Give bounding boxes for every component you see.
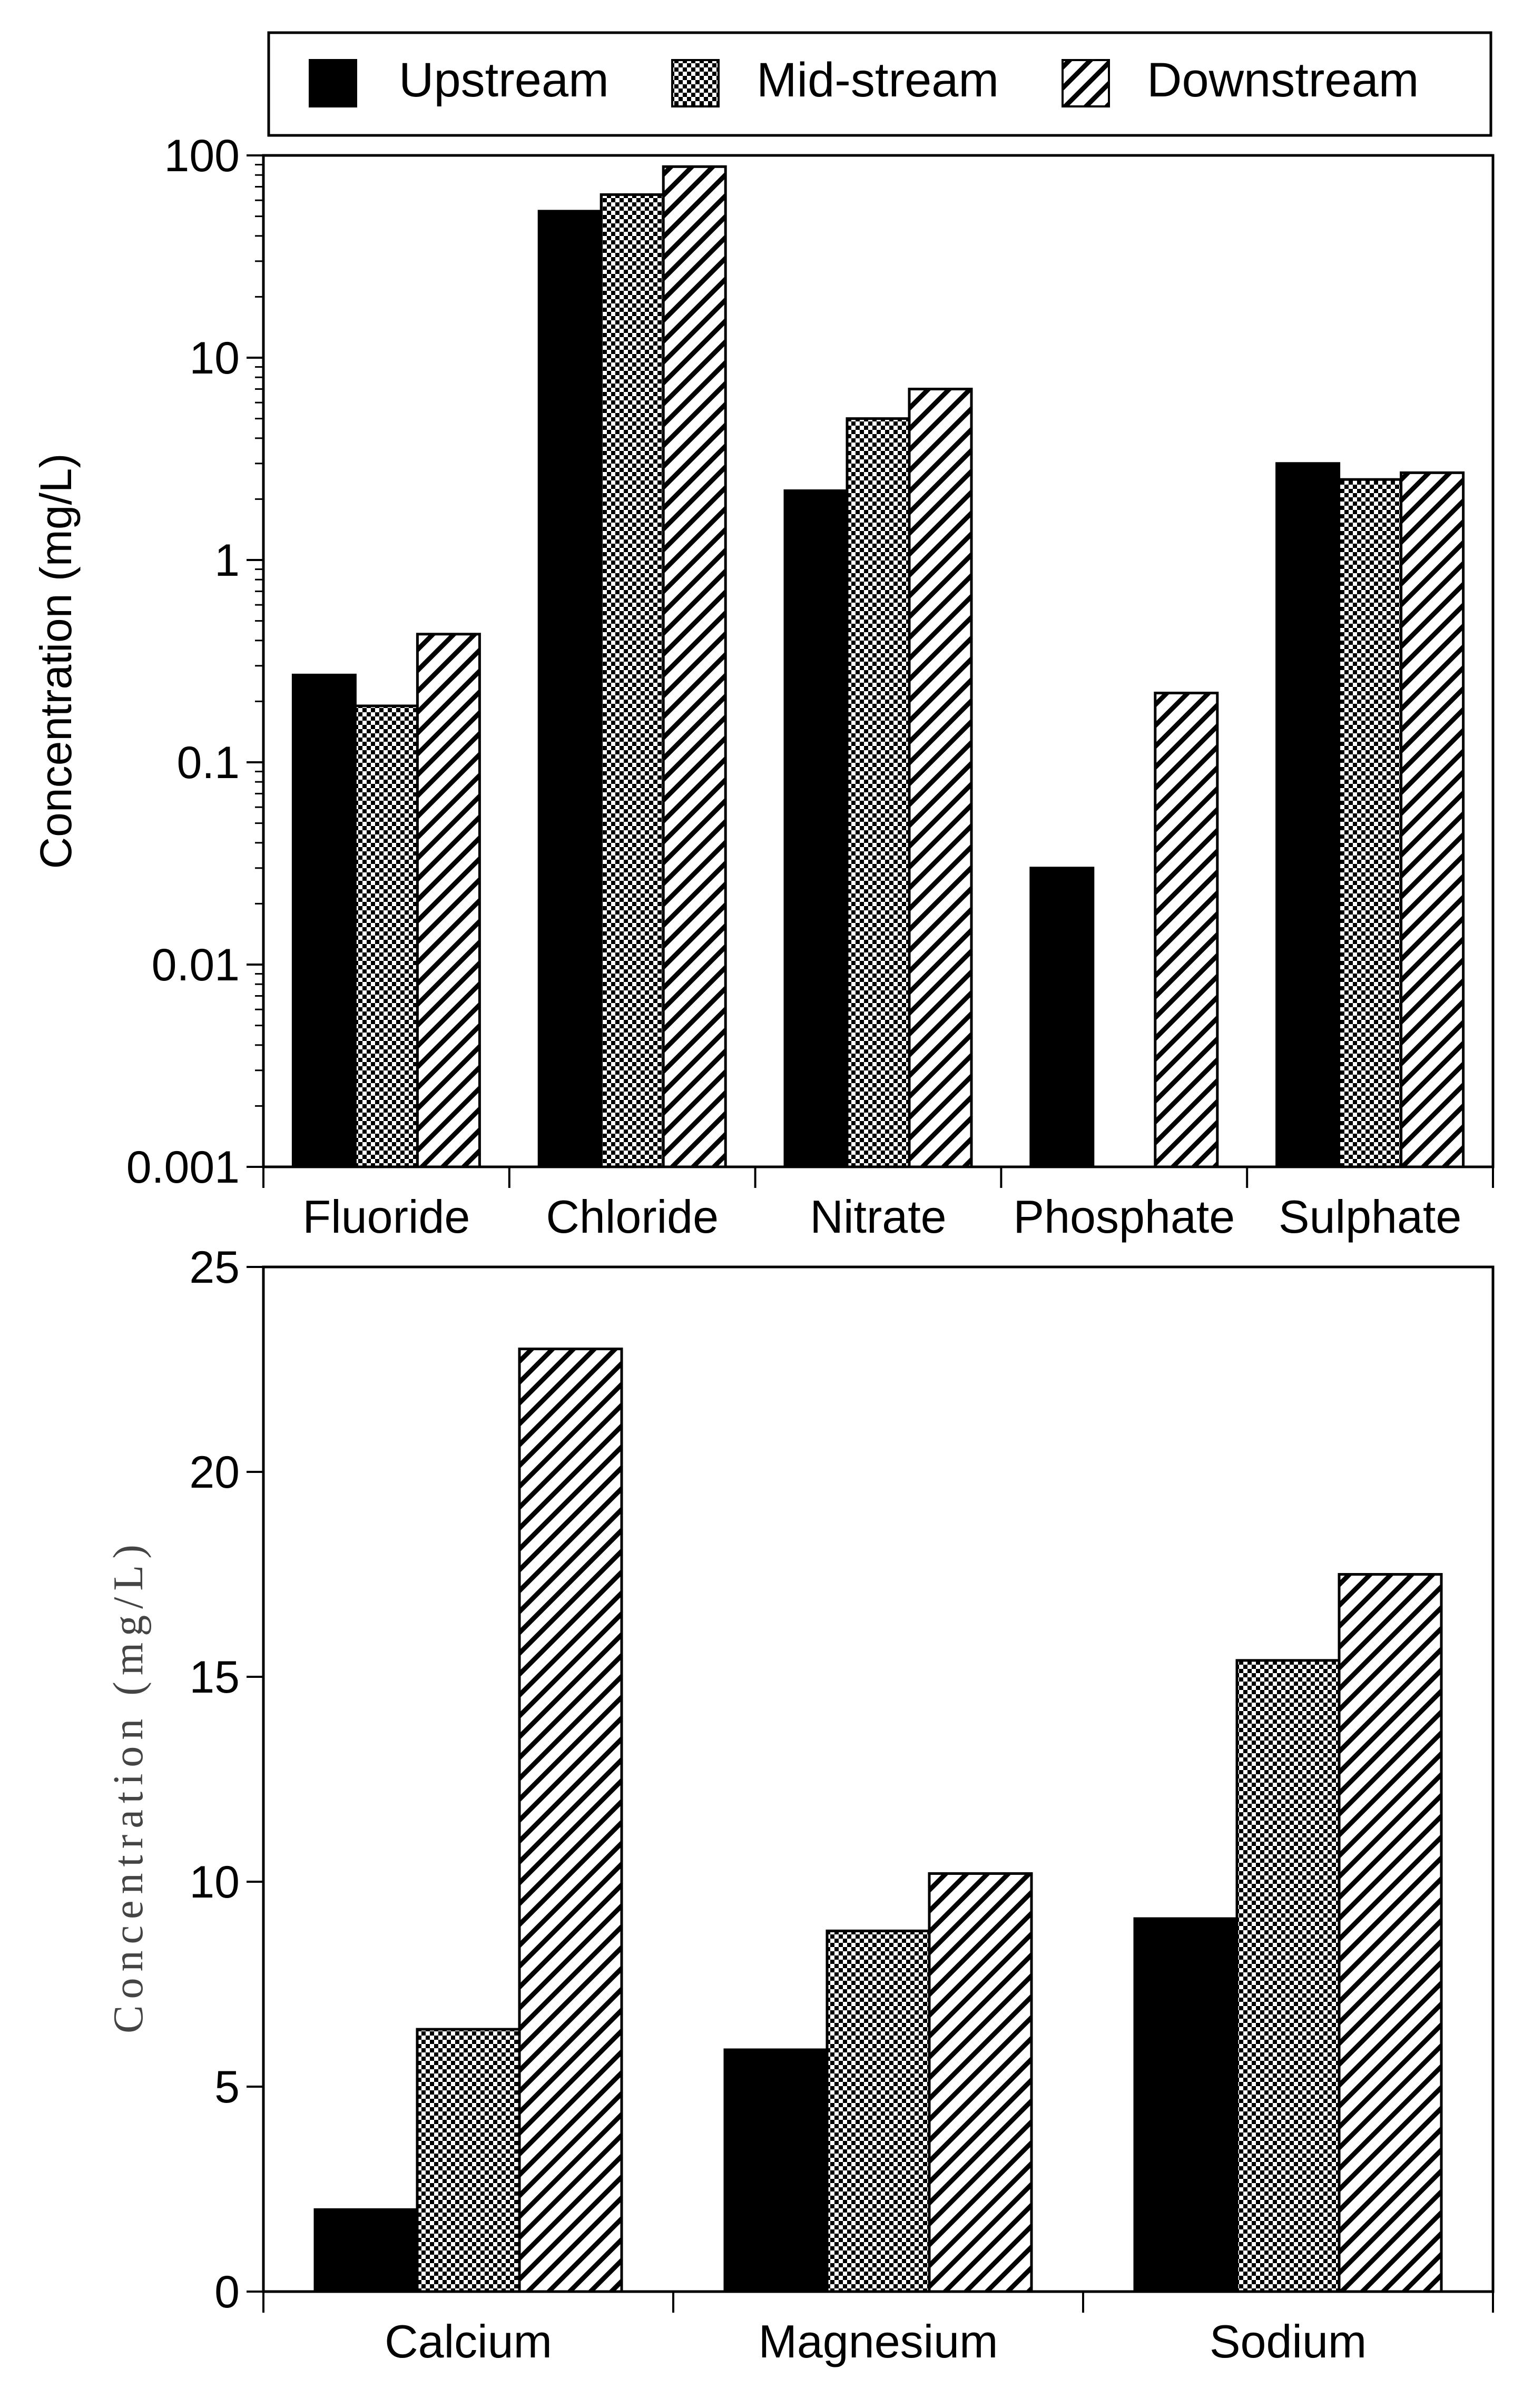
bar-nitrate-mid-stream xyxy=(846,417,911,1168)
bar-sulphate-upstream xyxy=(1275,462,1341,1168)
bar-calcium-downstream xyxy=(518,1348,623,2293)
bar-nitrate-upstream xyxy=(783,489,849,1168)
y-tick-label-10: 10 xyxy=(189,333,240,384)
bar-fluoride-upstream xyxy=(291,673,357,1168)
bar-magnesium-downstream xyxy=(928,1872,1033,2293)
legend-box xyxy=(267,31,1492,137)
bar-calcium-upstream xyxy=(313,2208,419,2293)
legend: Upstream Mid-stream Downstream xyxy=(267,31,1492,137)
x-tick-label-nitrate: Nitrate xyxy=(810,1191,946,1243)
x-tick-label-calcium: Calcium xyxy=(385,2315,552,2367)
bar-nitrate-downstream xyxy=(908,387,973,1168)
bottom-bars xyxy=(313,1348,1443,2293)
bar-magnesium-mid-stream xyxy=(826,1929,931,2293)
bar-phosphate-upstream xyxy=(1029,867,1095,1168)
cation-linear-chart: Concentration (mg/L) 0 5 10 15 20 25 Calcium M… xyxy=(105,1242,1495,2367)
anion-log-chart: Concentration (mg/L) 0.0010.010.1110100 … xyxy=(31,131,1495,1243)
y-tick-label-1: 1 xyxy=(214,535,240,586)
bar-sodium-mid-stream xyxy=(1235,1659,1341,2293)
bar-sulphate-mid-stream xyxy=(1338,478,1403,1168)
y-axis-label-bottom: Concentration (mg/L) xyxy=(105,1538,152,2033)
y-tick-label-100: 100 xyxy=(164,131,240,181)
bar-phosphate-downstream xyxy=(1154,692,1219,1168)
legend-label-downstream: Downstream xyxy=(1147,53,1419,107)
bottom-y-ticks: 0 5 10 15 20 25 xyxy=(189,1242,263,2317)
bottom-x-labels: Calcium Magnesium Sodium xyxy=(262,2292,1494,2367)
bar-chloride-downstream xyxy=(662,165,727,1168)
y-tick-label-20: 20 xyxy=(189,1447,240,1498)
y-tick-label-0-01: 0.01 xyxy=(152,940,240,990)
x-tick-label-phosphate: Phosphate xyxy=(1013,1191,1235,1243)
bar-calcium-mid-stream xyxy=(416,2028,521,2293)
y-tick-label-15: 15 xyxy=(189,1652,240,1703)
y-tick-label-0-001: 0.001 xyxy=(126,1142,240,1193)
x-tick-label-sulphate: Sulphate xyxy=(1279,1191,1461,1243)
y-tick-label-0-1: 0.1 xyxy=(176,738,240,788)
bar-magnesium-upstream xyxy=(723,2048,829,2293)
top-bars xyxy=(291,165,1465,1168)
x-tick-label-chloride: Chloride xyxy=(546,1191,719,1243)
y-tick-label-5: 5 xyxy=(214,2062,240,2112)
bar-chloride-upstream xyxy=(537,210,603,1168)
legend-label-upstream: Upstream xyxy=(399,53,609,107)
y-tick-label-25: 25 xyxy=(189,1242,240,1293)
bar-sodium-upstream xyxy=(1133,1917,1239,2293)
x-tick-label-fluoride: Fluoride xyxy=(302,1191,470,1243)
legend-swatch-upstream xyxy=(309,59,357,107)
legend-swatch-midstream xyxy=(671,59,720,107)
top-y-ticks: 0.001 0.01 0.1 1 10 100 xyxy=(126,131,263,1193)
top-x-labels: Fluoride Chloride Nitrate Phosphate Sulphate xyxy=(262,1167,1494,1243)
x-tick-label-sodium: Sodium xyxy=(1210,2315,1367,2367)
bar-sulphate-downstream xyxy=(1400,471,1465,1168)
y-axis-label-top: Concentration (mg/L) xyxy=(31,453,81,869)
y-tick-label-0: 0 xyxy=(214,2267,240,2317)
y-tick-label-10: 10 xyxy=(189,1857,240,1908)
bar-chloride-mid-stream xyxy=(600,193,665,1168)
bar-fluoride-mid-stream xyxy=(353,704,419,1168)
x-tick-label-magnesium: Magnesium xyxy=(759,2315,998,2367)
legend-label-midstream: Mid-stream xyxy=(756,53,999,107)
legend-swatch-downstream xyxy=(1062,59,1110,107)
bar-fluoride-downstream xyxy=(416,633,481,1168)
bar-sodium-downstream xyxy=(1338,1573,1443,2293)
